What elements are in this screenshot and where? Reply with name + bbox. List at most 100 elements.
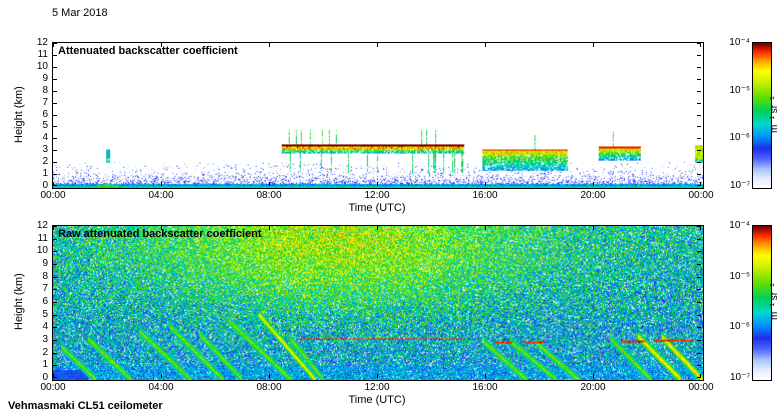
tick-mark xyxy=(697,315,701,316)
y-axis-label: Height (km) xyxy=(13,86,25,143)
y-tick-label: 5 xyxy=(42,120,48,132)
date-label: 5 Mar 2018 xyxy=(52,7,108,19)
y-tick-label: 1 xyxy=(42,359,48,371)
plot-area-attenuated: Attenuated backscatter coefficient xyxy=(52,42,704,189)
tick-mark xyxy=(697,353,701,354)
tick-mark xyxy=(697,67,701,68)
tick-mark xyxy=(697,251,701,252)
tick-mark xyxy=(53,55,57,56)
y-tick-label: 7 xyxy=(42,283,48,295)
y-tick-label: 4 xyxy=(42,132,48,144)
tick-mark xyxy=(697,79,701,80)
x-tick-label: 12:00 xyxy=(364,382,390,393)
tick-mark xyxy=(697,91,701,92)
tick-mark xyxy=(593,43,594,47)
x-tick-label: 00:00 xyxy=(40,190,66,201)
y-tick-label: 6 xyxy=(42,108,48,120)
x-tick-label: 04:00 xyxy=(148,190,174,201)
x-tick-label: 00:00 xyxy=(40,382,66,393)
tick-mark xyxy=(53,91,57,92)
x-tick-label: 16:00 xyxy=(472,382,498,393)
colorbar-tick-label: 10⁻⁶ xyxy=(729,321,750,333)
tick-mark xyxy=(377,182,378,186)
tick-mark xyxy=(697,340,701,341)
colorbar-tick-label: 10⁻⁷ xyxy=(729,372,750,383)
tick-mark xyxy=(697,226,701,227)
x-axis-label: Time (UTC) xyxy=(348,202,406,214)
tick-mark xyxy=(697,174,701,175)
x-tick-label: 12:00 xyxy=(364,190,390,201)
tick-mark xyxy=(53,162,57,163)
tick-mark xyxy=(53,103,57,104)
tick-mark xyxy=(593,182,594,186)
tick-mark xyxy=(269,226,270,230)
y-tick-label: 0 xyxy=(42,180,48,191)
colorbar-attenuated xyxy=(752,42,772,189)
tick-mark xyxy=(377,374,378,378)
tick-mark xyxy=(697,43,701,44)
y-tick-label: 1 xyxy=(42,168,48,180)
tick-mark xyxy=(697,302,701,303)
tick-mark xyxy=(697,377,701,378)
tick-mark xyxy=(697,185,701,186)
tick-mark xyxy=(697,239,701,240)
tick-mark xyxy=(269,43,270,47)
colorbar-tick-label: 10⁻⁷ xyxy=(729,180,750,191)
tick-mark xyxy=(53,226,54,230)
tick-mark xyxy=(53,353,57,354)
tick-mark xyxy=(697,103,701,104)
tick-mark xyxy=(161,182,162,186)
tick-mark xyxy=(697,289,701,290)
colorbar-tick-label: 10⁻⁴ xyxy=(729,37,750,48)
tick-mark xyxy=(697,327,701,328)
tick-mark xyxy=(697,162,701,163)
tick-mark xyxy=(269,182,270,186)
tick-mark xyxy=(485,374,486,378)
x-tick-label: 08:00 xyxy=(256,382,282,393)
y-tick-label: 5 xyxy=(42,308,48,320)
y-tick-label: 9 xyxy=(42,72,48,84)
plot-area-raw: Raw attenuated backscatter coefficient xyxy=(52,225,704,381)
y-axis-label: Height (km) xyxy=(13,273,25,331)
x-tick-label: 00:00 xyxy=(688,190,714,201)
x-tick-label: 20:00 xyxy=(580,382,606,393)
tick-mark xyxy=(697,55,701,56)
tick-mark xyxy=(697,115,701,116)
y-tick-label: 11 xyxy=(37,48,48,60)
tick-mark xyxy=(53,182,54,186)
tick-mark xyxy=(593,374,594,378)
y-tick-label: 2 xyxy=(42,156,48,168)
y-tick-label: 12 xyxy=(36,220,48,231)
tick-mark xyxy=(53,327,57,328)
x-tick-label: 16:00 xyxy=(472,190,498,201)
colorbar-tick-label: 10⁻⁵ xyxy=(729,270,750,282)
y-tick-label: 8 xyxy=(42,84,48,96)
x-tick-label: 08:00 xyxy=(256,190,282,201)
tick-mark xyxy=(700,43,701,47)
tick-mark xyxy=(697,277,701,278)
tick-mark xyxy=(53,239,57,240)
tick-mark xyxy=(53,79,57,80)
y-tick-label: 2 xyxy=(42,346,48,358)
tick-mark xyxy=(53,138,57,139)
y-tick-label: 12 xyxy=(36,37,48,48)
y-tick-label: 4 xyxy=(42,321,48,333)
tick-mark xyxy=(53,150,57,151)
colorbar-tick-label: 10⁻⁶ xyxy=(729,132,750,144)
colorbar-units-label: m⁻¹ sr⁻¹ xyxy=(769,283,780,321)
station-label: Vehmasmaki CL51 ceilometer xyxy=(8,400,163,412)
tick-mark xyxy=(53,251,57,252)
tick-mark xyxy=(269,374,270,378)
x-tick-label: 20:00 xyxy=(580,190,606,201)
y-tick-label: 3 xyxy=(42,144,48,156)
tick-mark xyxy=(53,126,57,127)
heatmap-canvas-attenuated xyxy=(53,43,703,188)
tick-mark xyxy=(697,126,701,127)
tick-mark xyxy=(53,174,57,175)
y-tick-label: 9 xyxy=(42,258,48,269)
y-tick-label: 10 xyxy=(36,245,48,257)
tick-mark xyxy=(53,374,54,378)
tick-mark xyxy=(161,43,162,47)
tick-mark xyxy=(697,138,701,139)
